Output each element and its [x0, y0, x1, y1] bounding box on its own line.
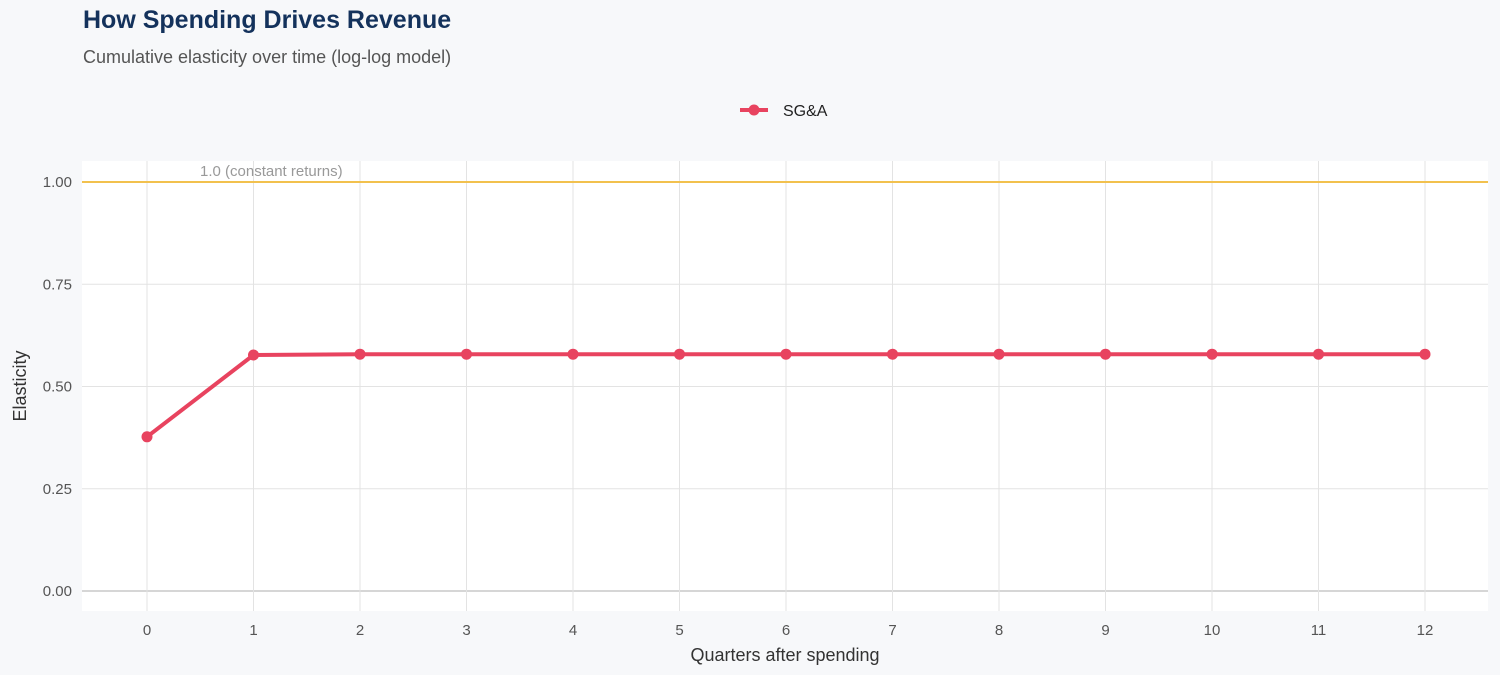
data-point — [248, 349, 259, 361]
x-tick-label: 12 — [1417, 622, 1434, 639]
x-axis-label: Quarters after spending — [690, 645, 879, 665]
x-tick-label: 11 — [1311, 622, 1327, 639]
data-point — [1419, 348, 1431, 360]
data-point — [141, 431, 153, 443]
chart-subtitle: Cumulative elasticity over time (log-log… — [83, 47, 452, 67]
data-point — [887, 348, 898, 360]
data-point — [461, 348, 472, 360]
x-tick-label: 8 — [995, 622, 1003, 639]
x-tick-label: 6 — [782, 622, 790, 639]
y-tick-label: 0.25 — [43, 481, 72, 498]
data-point — [780, 348, 792, 360]
y-axis-label: Elasticity — [10, 350, 30, 421]
x-tick-label: 10 — [1204, 622, 1221, 639]
legend-marker — [748, 104, 760, 116]
data-point — [567, 348, 579, 360]
y-tick-label: 0.00 — [43, 583, 72, 600]
x-tick-label: 7 — [888, 622, 896, 639]
chart-title: How Spending Drives Revenue — [83, 6, 452, 34]
reference-line-label: 1.0 (constant returns) — [200, 163, 343, 180]
data-point — [1313, 348, 1324, 360]
legend-label: SG&A — [783, 103, 828, 120]
y-tick-label: 1.00 — [43, 174, 72, 191]
x-tick-label: 2 — [356, 622, 364, 639]
y-tick-label: 0.50 — [43, 379, 72, 396]
y-tick-label: 0.75 — [43, 276, 72, 293]
data-point — [1100, 348, 1111, 360]
data-point — [993, 348, 1005, 360]
data-point — [354, 348, 366, 360]
data-point — [674, 348, 685, 360]
x-tick-label: 1 — [249, 622, 257, 639]
x-tick-label: 4 — [569, 622, 577, 639]
x-tick-label: 5 — [675, 622, 683, 639]
x-tick-label: 3 — [462, 622, 470, 639]
x-tick-label: 9 — [1101, 622, 1109, 639]
data-point — [1206, 348, 1218, 360]
x-tick-label: 0 — [143, 622, 151, 639]
